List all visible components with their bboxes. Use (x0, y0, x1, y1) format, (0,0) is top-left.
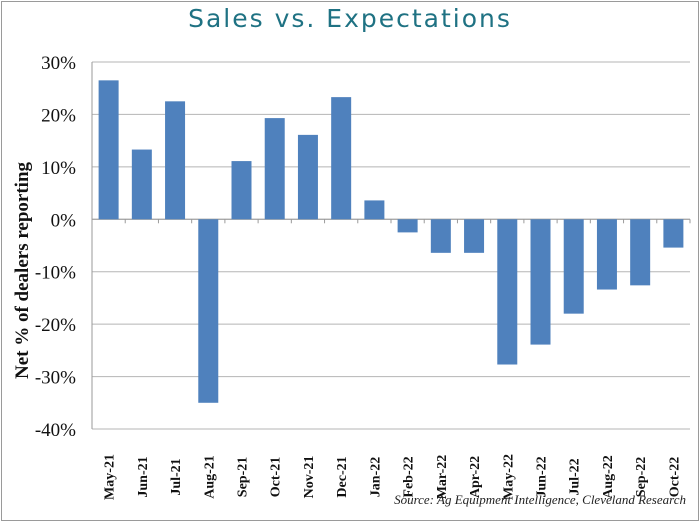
y-tick-label: -20% (35, 315, 76, 336)
bar (630, 219, 651, 286)
x-tick-label: Sep-22 (634, 457, 649, 497)
x-tick-label: Oct-21 (269, 457, 284, 497)
bar (331, 97, 352, 220)
x-tick-label: Jul-22 (568, 458, 583, 495)
x-tick-label: Oct-22 (667, 457, 682, 497)
bar (464, 219, 485, 253)
x-tick-label: May-21 (103, 454, 118, 500)
y-axis-label: Net % of dealers reporting (12, 161, 33, 379)
y-tick-label: 30% (41, 53, 76, 74)
y-tick-label: 10% (41, 158, 76, 179)
x-tick-label: Jun-21 (136, 456, 151, 497)
bar (663, 219, 684, 248)
bar (497, 219, 518, 365)
x-tick-label: Jun-22 (535, 456, 550, 497)
bar (530, 219, 551, 345)
bar (264, 118, 285, 220)
bar (131, 149, 152, 220)
x-tick-label: Jul-21 (169, 458, 184, 495)
x-tick-label: Dec-21 (335, 456, 350, 497)
x-tick-label: Aug-22 (601, 455, 616, 499)
bar (297, 134, 318, 220)
x-tick-label: Sep-21 (236, 457, 251, 497)
x-tick-label: May-22 (501, 454, 516, 500)
x-tick-label: Nov-21 (302, 456, 317, 499)
x-tick-label: Jan-22 (368, 457, 383, 497)
x-tick-label: Mar-22 (435, 455, 450, 500)
bar (596, 219, 617, 290)
y-tick-label: 0% (51, 210, 77, 231)
x-tick-label: Apr-22 (468, 456, 483, 498)
bar (563, 219, 584, 314)
y-tick-label: -10% (35, 263, 76, 284)
bar (397, 219, 418, 233)
bar (198, 219, 219, 403)
x-tick-label: Feb-22 (402, 456, 417, 497)
source-note: Source: Ag Equipment Intelligence, Cleve… (394, 492, 686, 507)
bar (98, 80, 119, 220)
y-tick-label: -30% (35, 368, 76, 389)
bar (430, 219, 451, 253)
bar (231, 161, 252, 220)
bar (364, 200, 385, 220)
bar (165, 101, 186, 220)
y-tick-label: -40% (35, 420, 76, 441)
chart-title: Sales vs. Expectations (188, 4, 512, 33)
y-tick-label: 20% (41, 105, 76, 126)
x-tick-label: Aug-21 (202, 455, 217, 499)
